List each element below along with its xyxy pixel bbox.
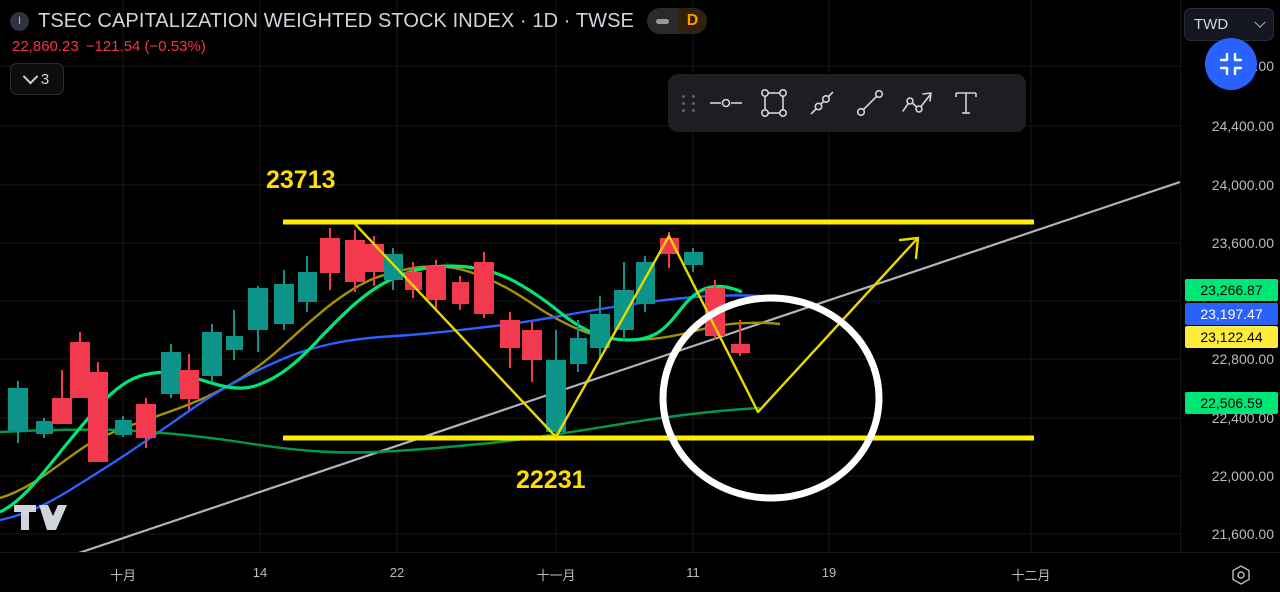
symbol-title[interactable]: TSEC CAPITALIZATION WEIGHTED STOCK INDEX… <box>38 9 635 32</box>
resistance-price-label: 23713 <box>266 166 336 194</box>
chart-plot-area[interactable] <box>0 0 1180 552</box>
zigzag-projection-path <box>353 222 918 439</box>
candle <box>88 362 108 462</box>
collapse-arrows-icon <box>1219 52 1243 76</box>
candle <box>226 310 243 360</box>
time-tick: 十二月 <box>1011 568 1051 583</box>
horizontal-line-icon <box>710 98 742 108</box>
collapse-indicators-button[interactable]: 3 <box>10 63 64 95</box>
candle <box>684 248 703 272</box>
time-tick: 十一月 <box>536 568 576 583</box>
chart-settings-icon <box>1232 565 1250 585</box>
floating-drawing-toolbar[interactable] <box>668 74 1026 132</box>
time-axis[interactable]: 十月 14 22 十一月 11 19 十二月 <box>0 552 1280 592</box>
price-tick: 23,600.00 <box>1211 235 1274 251</box>
trend-line-midpoint-icon <box>810 91 834 115</box>
text-tool[interactable] <box>942 80 990 126</box>
candle <box>570 320 587 372</box>
candle <box>731 320 750 356</box>
chevron-down-icon <box>22 68 39 84</box>
interval-badge[interactable]: D <box>647 8 708 34</box>
time-tick: 22 <box>389 565 405 580</box>
candle <box>500 312 520 368</box>
candle <box>546 330 566 440</box>
price-tick: 24,400.00 <box>1211 118 1274 134</box>
zigzag-arrow-head <box>898 236 920 260</box>
horizontal-line-tool[interactable] <box>702 80 750 126</box>
highlight-circle <box>659 294 883 502</box>
price-tick: 22,800.00 <box>1211 351 1274 367</box>
price-tag-ma-green: 23,266.87 <box>1185 279 1278 301</box>
price-tag-ma-darkgreen: 22,506.59 <box>1185 392 1278 414</box>
ma-darkgreen-line <box>0 406 761 454</box>
time-tick: 十月 <box>109 568 137 583</box>
trend-line-grey <box>78 180 1180 552</box>
chart-settings-button[interactable] <box>1230 564 1252 591</box>
indicator-count: 3 <box>40 70 50 88</box>
candle <box>452 276 469 310</box>
trend-line-midpoint-tool[interactable] <box>798 80 846 126</box>
candle <box>590 296 610 360</box>
zigzag-arrow-tool[interactable] <box>894 80 942 126</box>
text-icon <box>955 92 977 114</box>
trend-line-icon <box>856 89 884 117</box>
candle <box>8 381 28 443</box>
candle <box>202 324 222 382</box>
price-tick: 21,600.00 <box>1211 526 1274 542</box>
candle <box>522 322 542 382</box>
candle <box>636 256 655 312</box>
candle <box>426 260 446 310</box>
candle <box>320 228 340 290</box>
currency-label: TWD <box>1194 16 1229 33</box>
candle <box>614 262 634 340</box>
price-tick: 24,000.00 <box>1211 177 1274 193</box>
price-tick: 22,000.00 <box>1211 468 1274 484</box>
candle <box>180 354 199 410</box>
candle <box>345 230 365 292</box>
time-tick: 11 <box>686 565 700 580</box>
candlestick-series <box>8 228 750 462</box>
grid-lines <box>0 0 1180 552</box>
candle <box>298 256 317 312</box>
candle <box>70 332 90 398</box>
candle <box>36 418 53 438</box>
dash-icon <box>656 18 670 24</box>
tradingview-logo-icon <box>14 505 67 530</box>
candle <box>161 344 181 398</box>
price-axis[interactable]: TWD 24,800.00 24,400.00 24,000.00 23,600… <box>1180 0 1280 552</box>
interval-letter: D <box>678 8 708 34</box>
candle <box>384 248 403 290</box>
price-tag-ma-olive: 23,122.44 <box>1185 326 1278 348</box>
exit-fullscreen-button[interactable] <box>1205 38 1257 90</box>
minimize-series-icon[interactable] <box>647 8 679 34</box>
chevron-down-icon <box>1254 16 1266 28</box>
candle <box>136 398 156 448</box>
candle <box>474 252 494 318</box>
candle <box>115 416 132 437</box>
tradingview-logo <box>14 505 68 536</box>
ma-blue-line <box>0 294 761 522</box>
toolbar-drag-handle[interactable] <box>676 80 702 126</box>
price-tag-ma-blue: 23,197.47 <box>1185 303 1278 325</box>
time-tick: 19 <box>821 565 837 580</box>
symbol-row: I TSEC CAPITALIZATION WEIGHTED STOCK IND… <box>10 6 1170 36</box>
candle <box>274 270 294 330</box>
candle <box>248 286 268 352</box>
rectangle-tool[interactable] <box>750 80 798 126</box>
candle <box>405 262 422 298</box>
zigzag-arrow-icon <box>902 92 932 113</box>
drag-dots-icon <box>682 94 696 112</box>
price-tick: 22,400.00 <box>1211 410 1274 426</box>
currency-select[interactable]: TWD <box>1184 8 1274 41</box>
rectangle-icon <box>760 88 787 117</box>
support-price-label: 22231 <box>516 466 586 494</box>
time-tick: 14 <box>252 565 268 580</box>
chart-canvas <box>0 0 1180 552</box>
candle <box>52 370 72 424</box>
trend-line-tool[interactable] <box>846 80 894 126</box>
